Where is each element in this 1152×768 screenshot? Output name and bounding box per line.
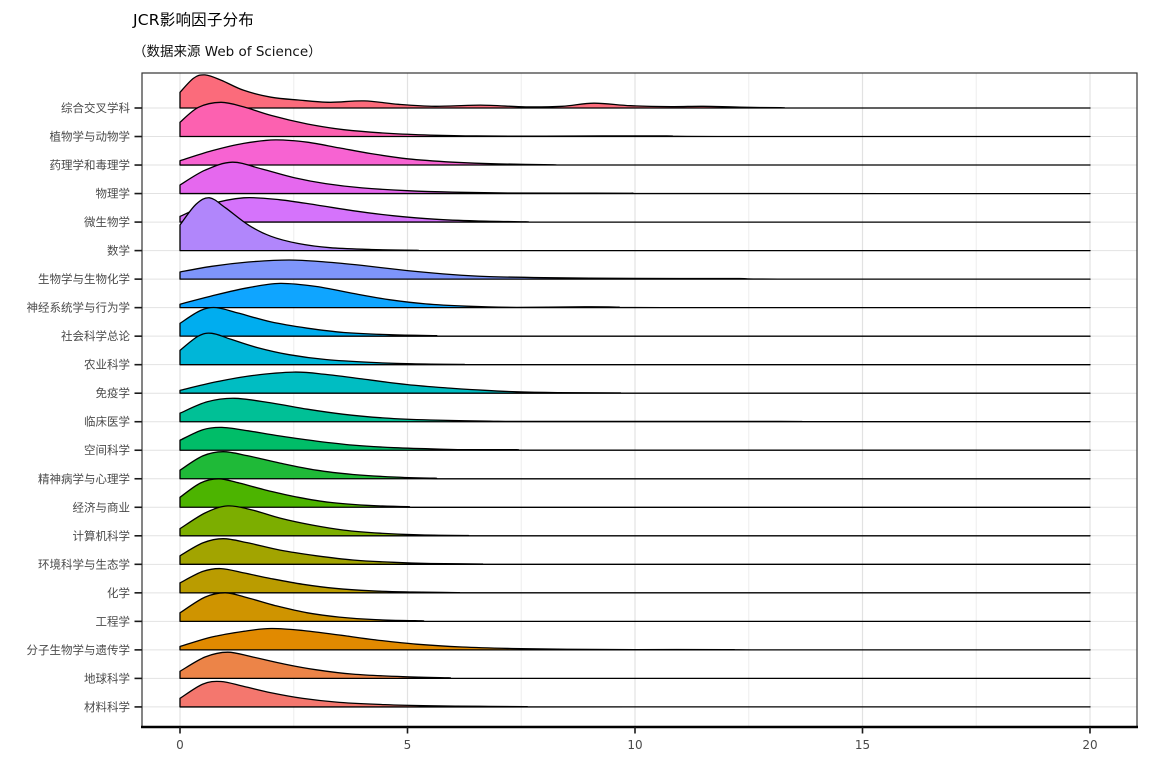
ridge-area <box>179 101 1091 138</box>
y-axis-label: 免疫学 <box>96 386 131 400</box>
ridge-area <box>179 139 1091 166</box>
ridge-row-5 <box>179 197 1091 252</box>
ridge-area <box>179 74 1091 109</box>
ridge-row-21 <box>179 680 1091 708</box>
ridge-area <box>179 197 1091 252</box>
ridge-area <box>179 592 1091 623</box>
y-axis-label: 经济与商业 <box>73 500 131 514</box>
ridge-row-19 <box>179 627 1091 651</box>
chart-title: JCR影响因子分布 <box>133 11 254 29</box>
y-axis-label: 植物学与动物学 <box>50 130 131 144</box>
x-axis-tick-label: 20 <box>1082 738 1097 752</box>
ridge-row-16 <box>179 538 1091 565</box>
y-axis-label: 地球科学 <box>84 671 130 685</box>
x-axis-tick-label: 15 <box>855 738 870 752</box>
ridge-area <box>179 478 1091 508</box>
x-axis-tick-label: 10 <box>627 738 642 752</box>
y-axis-label: 精神病学与心理学 <box>38 472 130 486</box>
x-axis-tick-label: 5 <box>404 738 412 752</box>
ridge-area <box>179 259 1091 280</box>
ridge-row-17 <box>179 567 1091 594</box>
ridge-row-3 <box>179 161 1091 195</box>
ridge-area <box>179 332 1091 366</box>
ridge-row-0 <box>179 74 1091 109</box>
ridge-row-4 <box>179 196 1091 223</box>
ridge-area <box>179 627 1091 651</box>
ridge-area <box>179 426 1091 451</box>
ridge-area <box>179 505 1091 537</box>
y-axis-label: 药理学和毒理学 <box>50 158 131 172</box>
ridge-row-1 <box>179 101 1091 138</box>
ridge-row-2 <box>179 139 1091 166</box>
y-axis-label: 材料科学 <box>84 700 130 714</box>
y-axis-label: 综合交叉学科 <box>61 101 130 115</box>
ridge-area <box>179 651 1091 680</box>
x-axis-tick-label: 0 <box>176 738 184 752</box>
chart-subtitle: （数据来源 Web of Science） <box>133 44 322 60</box>
ridge-row-11 <box>179 397 1091 423</box>
ridge-row-14 <box>179 478 1091 508</box>
y-axis-label: 农业科学 <box>84 358 130 372</box>
y-axis-label: 环境科学与生态学 <box>38 557 130 571</box>
ridge-area <box>179 306 1091 337</box>
y-axis-label: 微生物学 <box>84 215 130 229</box>
y-axis-label: 物理学 <box>96 187 131 201</box>
y-axis-label: 工程学 <box>96 614 131 628</box>
y-axis-label: 化学 <box>107 586 130 600</box>
ridge-row-13 <box>179 451 1091 480</box>
y-axis-label: 空间科学 <box>84 443 130 457</box>
ridge-row-20 <box>179 651 1091 680</box>
ridge-row-6 <box>179 259 1091 280</box>
ridge-area <box>179 538 1091 565</box>
ridge-area <box>179 397 1091 423</box>
ridge-area <box>179 567 1091 594</box>
ridge-row-8 <box>179 306 1091 337</box>
y-axis-label: 分子生物学与遗传学 <box>27 643 131 657</box>
ridge-row-9 <box>179 332 1091 366</box>
ridge-row-10 <box>179 371 1091 394</box>
ridge-area <box>179 680 1091 708</box>
y-axis-label: 社会科学总论 <box>61 329 130 343</box>
ridge-area <box>179 451 1091 480</box>
y-axis-label: 生物学与生物化学 <box>38 272 130 286</box>
ridge-area <box>179 161 1091 195</box>
ridge-area <box>179 196 1091 223</box>
ridge-area <box>179 282 1091 309</box>
y-axis-label: 神经系统学与行为学 <box>27 301 131 315</box>
ridge-area <box>179 371 1091 394</box>
y-axis-label: 计算机科学 <box>73 529 131 543</box>
y-axis-label: 临床医学 <box>84 415 130 429</box>
ridge-row-18 <box>179 592 1091 623</box>
y-axis-label: 数学 <box>107 244 130 258</box>
ridge-row-12 <box>179 426 1091 451</box>
ridge-row-7 <box>179 282 1091 309</box>
ridge-row-15 <box>179 505 1091 537</box>
